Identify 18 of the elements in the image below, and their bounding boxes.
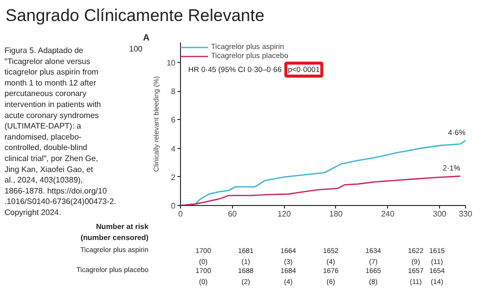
text: A [143, 32, 150, 42]
x-tick-label: 180 [329, 210, 344, 218]
x-tick-label: 240 [381, 210, 395, 218]
line-series [180, 176, 461, 206]
x-tick-label: 300 [432, 210, 447, 218]
y-tick-label: 4 [171, 144, 176, 154]
x-tick-label: 0 [178, 210, 184, 218]
x-tick-label: 60 [228, 210, 238, 218]
text: Figura 5. Adaptado de "Ticagrelor alone versus ticagrelor plus aspirin from month 1 to month 12 after percutaneous coronary intervention in patients with acute coronary syndromes (ULTIMATE-DAPT): a randomised, placebo-controlled, double-blind clinical trial", por Zhen Ge, Jing Kan, Xiaofei Gao, et al., 2024, 403(10389), 1866-1878. https://doi.org/10.1016/S0140-6736(24)00473-2. Copyright 2024. [4, 46, 116, 217]
y-tick-label: 0 [171, 202, 176, 210]
y-tick-label: 10 [166, 58, 176, 68]
y-tick-label: 8 [171, 87, 176, 96]
text: 100 [129, 44, 144, 54]
x-tick-label: 330 [458, 210, 473, 218]
y-tick-label: 2 [171, 172, 176, 182]
x-tick-label: 120 [277, 210, 292, 218]
chart-title: Sangrado Clínicamente Relevante [6, 6, 264, 25]
y-tick-label: 6 [171, 116, 176, 125]
